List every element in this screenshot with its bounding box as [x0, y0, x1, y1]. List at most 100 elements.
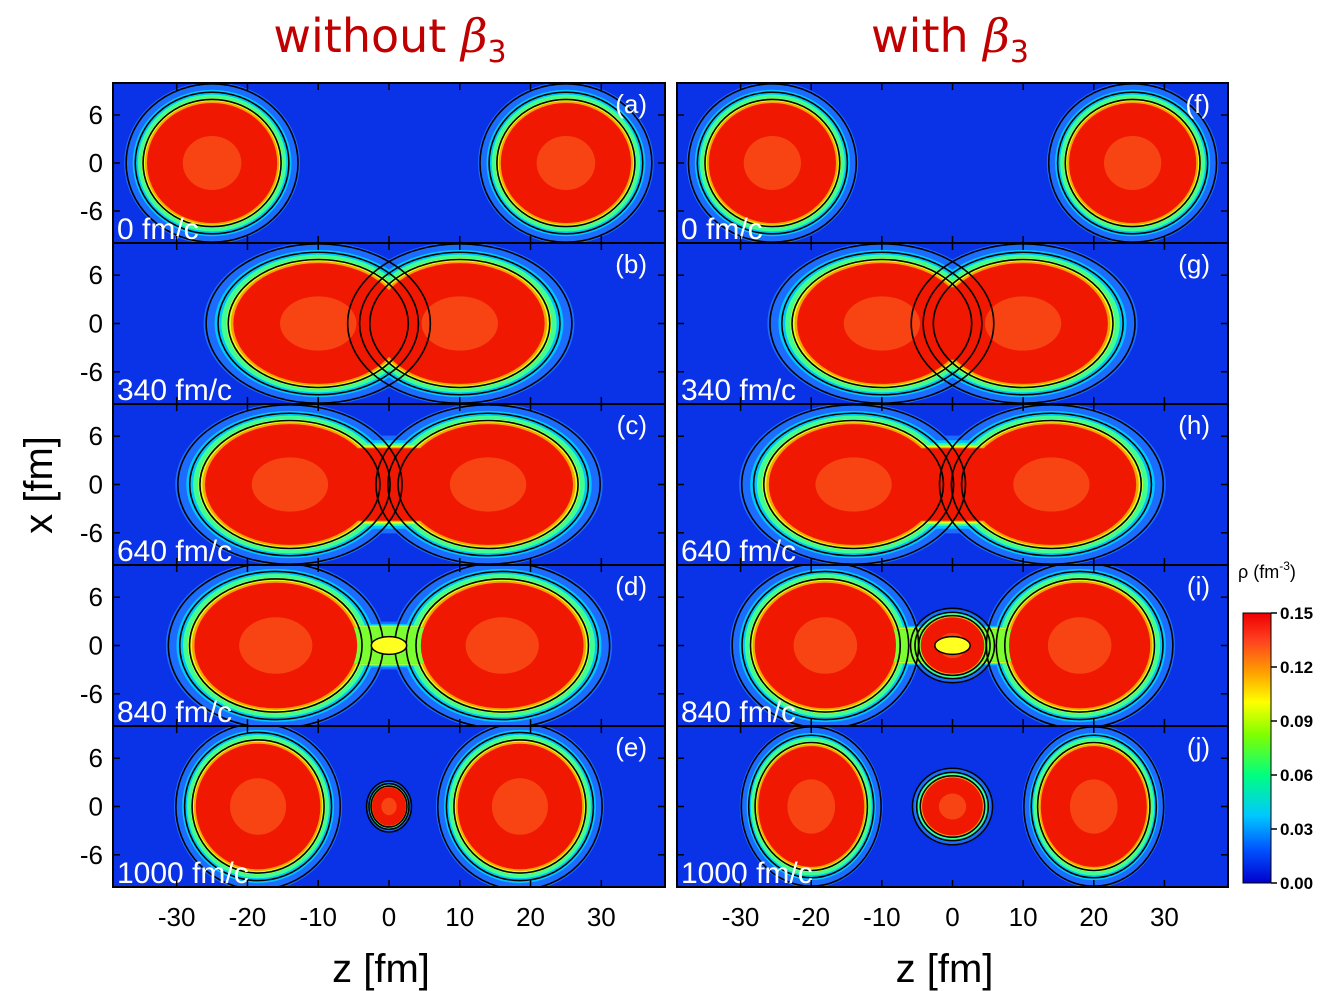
colorbar-tick-label: 0.15 — [1280, 604, 1313, 623]
density-distribution — [739, 726, 1166, 887]
contour-line — [358, 251, 561, 396]
neck-contour — [370, 635, 408, 656]
y-axis-title: x [fm] — [17, 436, 61, 534]
x-tick-label: 30 — [1150, 902, 1179, 932]
contour-line — [217, 251, 420, 396]
contour-line — [932, 258, 1114, 389]
contour-line — [397, 419, 579, 550]
panel-tag: (b) — [615, 249, 647, 279]
contour-line — [1036, 741, 1151, 872]
contour-line — [183, 731, 333, 882]
contour-line — [1056, 91, 1209, 235]
y-tick-label: -6 — [80, 357, 103, 387]
fragment-center — [984, 296, 1062, 351]
panel-f: (f) 0 fm/c — [676, 82, 1229, 246]
contour-line — [741, 570, 910, 721]
contour-line — [922, 251, 1124, 396]
contour-line — [747, 734, 875, 879]
panels: (a) 0 fm/c (b) 340 fm/c (c) 640 fm/c (d) 840 fm… — [112, 82, 1229, 890]
contour-line — [915, 771, 990, 842]
time-label: 340 fm/c — [117, 374, 232, 407]
x-axis-title: z [fm] — [332, 947, 430, 991]
colorbar-tick-label: 0.06 — [1280, 766, 1313, 785]
contour-line — [142, 98, 282, 228]
column-titles: without β3 with β3 — [273, 9, 1029, 70]
contour-line — [995, 570, 1164, 721]
colorbar-tick-label: 0.09 — [1280, 712, 1313, 731]
contour-line — [754, 741, 869, 872]
time-label: 0 fm/c — [117, 213, 199, 246]
fragment-center — [491, 778, 548, 835]
contour-line — [453, 739, 587, 874]
y-tick-label: 0 — [89, 792, 103, 822]
colorbar-tick-label: 0.12 — [1280, 658, 1313, 677]
density-distribution — [165, 565, 613, 726]
contour-line — [227, 258, 410, 389]
column-title-with-beta3: with β3 — [871, 9, 1029, 70]
contour-line — [919, 774, 986, 839]
x-tick-label: 10 — [1009, 902, 1038, 932]
fragment-center — [230, 778, 287, 835]
fragment-center — [787, 779, 836, 834]
contour-line — [914, 611, 991, 680]
panel-tag: (a) — [615, 89, 647, 119]
x-tick-label: -20 — [229, 902, 267, 932]
y-tick-label: -6 — [80, 679, 103, 709]
panel-tag: (d) — [615, 571, 647, 601]
x-axis-title: z [fm] — [896, 947, 994, 991]
contour-line — [791, 258, 973, 389]
colorbar-tick-label: 0.00 — [1280, 874, 1313, 893]
density-distribution — [124, 83, 654, 243]
density-distribution — [175, 404, 603, 565]
panel-tag: (f) — [1185, 89, 1210, 119]
contour-line — [918, 614, 987, 677]
contour-line — [1064, 98, 1201, 228]
fragment-center — [793, 617, 858, 674]
contour-line — [188, 578, 363, 713]
time-label: 840 fm/c — [117, 696, 232, 729]
contour-line — [752, 412, 955, 557]
time-label: 0 fm/c — [681, 213, 763, 246]
x-tick-label: 10 — [445, 902, 474, 932]
fragment-center — [815, 457, 892, 512]
fragment-center — [843, 296, 921, 351]
contour-line — [762, 419, 945, 550]
panel-d: (d) 840 fm/c — [112, 564, 666, 729]
panel-tag: (h) — [1178, 410, 1210, 440]
density-distribution — [203, 243, 575, 404]
y-tick-label: 0 — [89, 631, 103, 661]
panel-i: (i) 840 fm/c — [676, 564, 1229, 729]
contour-line — [1030, 734, 1158, 879]
y-tick-label: 0 — [89, 470, 103, 500]
contour-line — [368, 258, 551, 389]
time-label: 1000 fm/c — [117, 857, 249, 890]
density-distribution — [686, 83, 1219, 243]
fragment-center — [743, 136, 801, 190]
x-tick-label: -10 — [299, 902, 337, 932]
time-label: 340 fm/c — [681, 374, 796, 407]
contour-line — [704, 98, 841, 228]
contour-line — [950, 412, 1153, 557]
contour-line — [781, 251, 983, 396]
time-label: 640 fm/c — [117, 535, 232, 568]
time-label: 640 fm/c — [681, 535, 796, 568]
fragment-center — [1013, 457, 1090, 512]
y-tick-label: 6 — [89, 100, 103, 130]
panel-g: (g) 340 fm/c — [676, 242, 1229, 407]
x-tick-label: 0 — [945, 902, 959, 932]
y-tick-label: -6 — [80, 196, 103, 226]
density-distribution — [739, 404, 1166, 565]
colorbar-scale — [1242, 612, 1272, 884]
fragment-center — [239, 617, 313, 674]
fragment-center — [1047, 617, 1112, 674]
colorbar-tick-label: 0.03 — [1280, 820, 1313, 839]
contour-line — [436, 726, 603, 887]
contour-line — [496, 98, 636, 228]
fragment-center — [1069, 779, 1118, 834]
contour-line — [909, 607, 996, 684]
contour-line — [134, 91, 290, 235]
contour-line — [191, 739, 325, 874]
y-tick-label: -6 — [80, 518, 103, 548]
density-distribution — [174, 726, 604, 887]
x-tick-label: -10 — [863, 902, 901, 932]
